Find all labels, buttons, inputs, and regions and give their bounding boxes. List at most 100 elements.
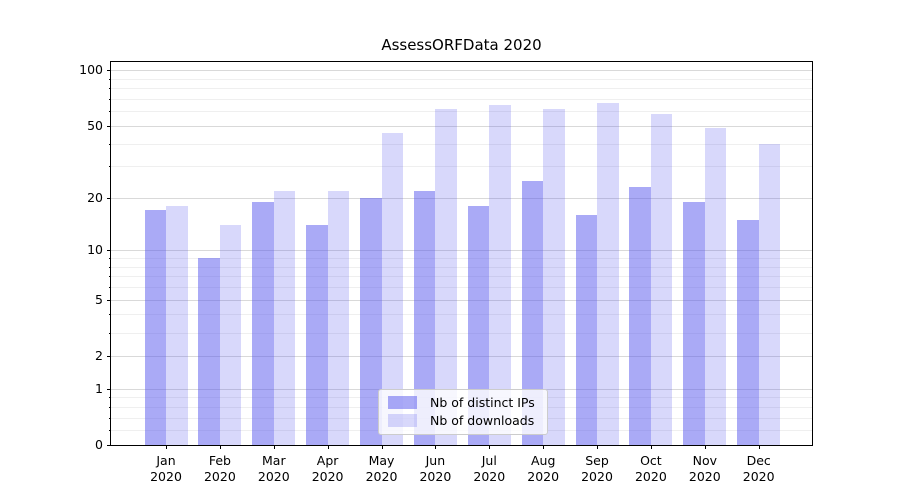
gridline-major bbox=[111, 355, 812, 357]
bar-feb-distinct-ips bbox=[198, 258, 220, 445]
bar-jan-distinct-ips bbox=[144, 210, 166, 445]
bars-layer bbox=[111, 62, 812, 445]
y-tick-label: 20 bbox=[87, 189, 103, 205]
bar-apr-downloads bbox=[327, 190, 350, 445]
chart-title: AssessORFData 2020 bbox=[381, 36, 542, 54]
x-tick-label: Jun 2020 bbox=[419, 453, 452, 484]
bar-nov-downloads bbox=[704, 127, 727, 445]
bar-aug-distinct-ips bbox=[521, 180, 544, 445]
gridline-minor bbox=[111, 287, 812, 289]
bar-apr-distinct-ips bbox=[306, 225, 328, 445]
gridline-major bbox=[111, 70, 812, 72]
y-minor-tick-mark bbox=[109, 276, 111, 278]
y-tick-label: 2 bbox=[95, 347, 103, 363]
bar-may-distinct-ips bbox=[360, 197, 382, 445]
y-tick-mark bbox=[107, 355, 111, 357]
gridline-minor bbox=[111, 111, 812, 113]
y-minor-tick-mark bbox=[109, 99, 111, 100]
y-minor-tick-mark bbox=[109, 417, 111, 419]
gridline-minor bbox=[111, 332, 812, 334]
gridline-major bbox=[111, 125, 812, 127]
y-tick-mark bbox=[107, 197, 111, 199]
bar-sep-distinct-ips bbox=[575, 215, 597, 445]
legend-item-downloads: Nb of downloads bbox=[388, 413, 535, 428]
gridline-minor bbox=[111, 258, 812, 260]
x-tick-label: Mar 2020 bbox=[257, 453, 290, 484]
bar-may-downloads bbox=[381, 132, 403, 445]
bar-jun-distinct-ips bbox=[413, 190, 436, 445]
x-tick-label: Jul 2020 bbox=[473, 453, 506, 484]
x-tick-mark bbox=[543, 445, 545, 449]
x-tick-mark bbox=[597, 445, 598, 449]
x-tick-mark bbox=[704, 445, 706, 449]
y-minor-tick-mark bbox=[109, 143, 111, 145]
x-tick-mark bbox=[435, 445, 437, 449]
bar-nov-distinct-ips bbox=[683, 201, 705, 445]
y-minor-tick-mark bbox=[109, 166, 111, 168]
bar-jul-distinct-ips bbox=[467, 206, 490, 445]
gridline-major bbox=[111, 197, 812, 199]
x-tick-mark bbox=[489, 445, 491, 449]
y-minor-tick-mark bbox=[109, 78, 111, 80]
gridline-minor bbox=[111, 166, 812, 168]
bar-mar-distinct-ips bbox=[252, 201, 274, 445]
gridline-minor bbox=[111, 143, 812, 145]
y-minor-tick-mark bbox=[109, 406, 111, 408]
y-minor-tick-mark bbox=[109, 397, 111, 399]
bar-jun-downloads bbox=[435, 108, 457, 445]
y-tick-mark bbox=[107, 299, 111, 301]
y-minor-tick-mark bbox=[109, 332, 111, 334]
y-tick-label: 10 bbox=[87, 242, 103, 258]
legend-label-downloads: Nb of downloads bbox=[430, 413, 535, 428]
y-minor-tick-mark bbox=[109, 314, 111, 316]
y-minor-tick-mark bbox=[109, 258, 111, 260]
legend-swatch-downloads bbox=[388, 414, 417, 427]
bar-jan-downloads bbox=[166, 206, 188, 445]
y-tick-label: 100 bbox=[79, 62, 103, 78]
legend: Nb of distinct IPs Nb of downloads bbox=[378, 389, 548, 435]
y-minor-tick-mark bbox=[109, 430, 111, 432]
x-tick-label: Aug 2020 bbox=[527, 453, 560, 484]
x-tick-label: Jan 2020 bbox=[150, 453, 182, 484]
y-minor-tick-mark bbox=[109, 111, 111, 113]
gridline-minor bbox=[111, 88, 812, 90]
y-tick-mark bbox=[107, 445, 111, 446]
bar-dec-downloads bbox=[758, 143, 781, 445]
bar-dec-distinct-ips bbox=[737, 219, 759, 445]
x-tick-label: Nov 2020 bbox=[688, 453, 721, 484]
x-tick-label: Feb 2020 bbox=[203, 453, 236, 484]
gridline-minor bbox=[111, 266, 812, 268]
y-minor-tick-mark bbox=[109, 287, 111, 289]
y-tick-label: 50 bbox=[87, 117, 103, 133]
x-tick-label: Sep 2020 bbox=[581, 453, 613, 484]
y-tick-mark bbox=[107, 70, 111, 72]
gridline-minor bbox=[111, 314, 812, 316]
bar-mar-downloads bbox=[273, 190, 296, 445]
bar-oct-distinct-ips bbox=[629, 187, 651, 445]
x-tick-label: Dec 2020 bbox=[742, 453, 775, 484]
gridline-major bbox=[111, 299, 812, 301]
bar-jul-downloads bbox=[489, 104, 511, 445]
y-tick-mark bbox=[107, 125, 111, 127]
gridline-minor bbox=[111, 78, 812, 80]
y-tick-label: 1 bbox=[95, 380, 103, 396]
x-tick-label: May 2020 bbox=[365, 453, 398, 484]
bar-aug-downloads bbox=[543, 108, 565, 445]
x-tick-mark bbox=[650, 445, 652, 449]
y-tick-mark bbox=[107, 388, 111, 390]
legend-label-distinct-ips: Nb of distinct IPs bbox=[430, 395, 535, 410]
y-tick-label: 0 bbox=[95, 437, 103, 452]
bar-oct-downloads bbox=[650, 114, 673, 445]
bar-feb-downloads bbox=[219, 225, 242, 445]
x-tick-mark bbox=[327, 445, 329, 449]
gridline-minor bbox=[111, 99, 812, 100]
y-tick-label: 5 bbox=[95, 291, 103, 307]
legend-item-distinct-ips: Nb of distinct IPs bbox=[388, 395, 535, 410]
plot-area: 0 1 2 5 10 20 50 100 Jan 2020 Feb 2020 Mar 2020 Apr 20… bbox=[79, 61, 813, 484]
legend-swatch-distinct-ips bbox=[388, 396, 417, 409]
x-axis: Jan 2020 Feb 2020 Mar 2020 Apr 2020 May 2020 Jun 20… bbox=[111, 62, 812, 484]
gridline-major bbox=[111, 250, 812, 252]
x-tick-label: Apr 2020 bbox=[311, 453, 344, 484]
x-tick-mark bbox=[273, 445, 275, 449]
